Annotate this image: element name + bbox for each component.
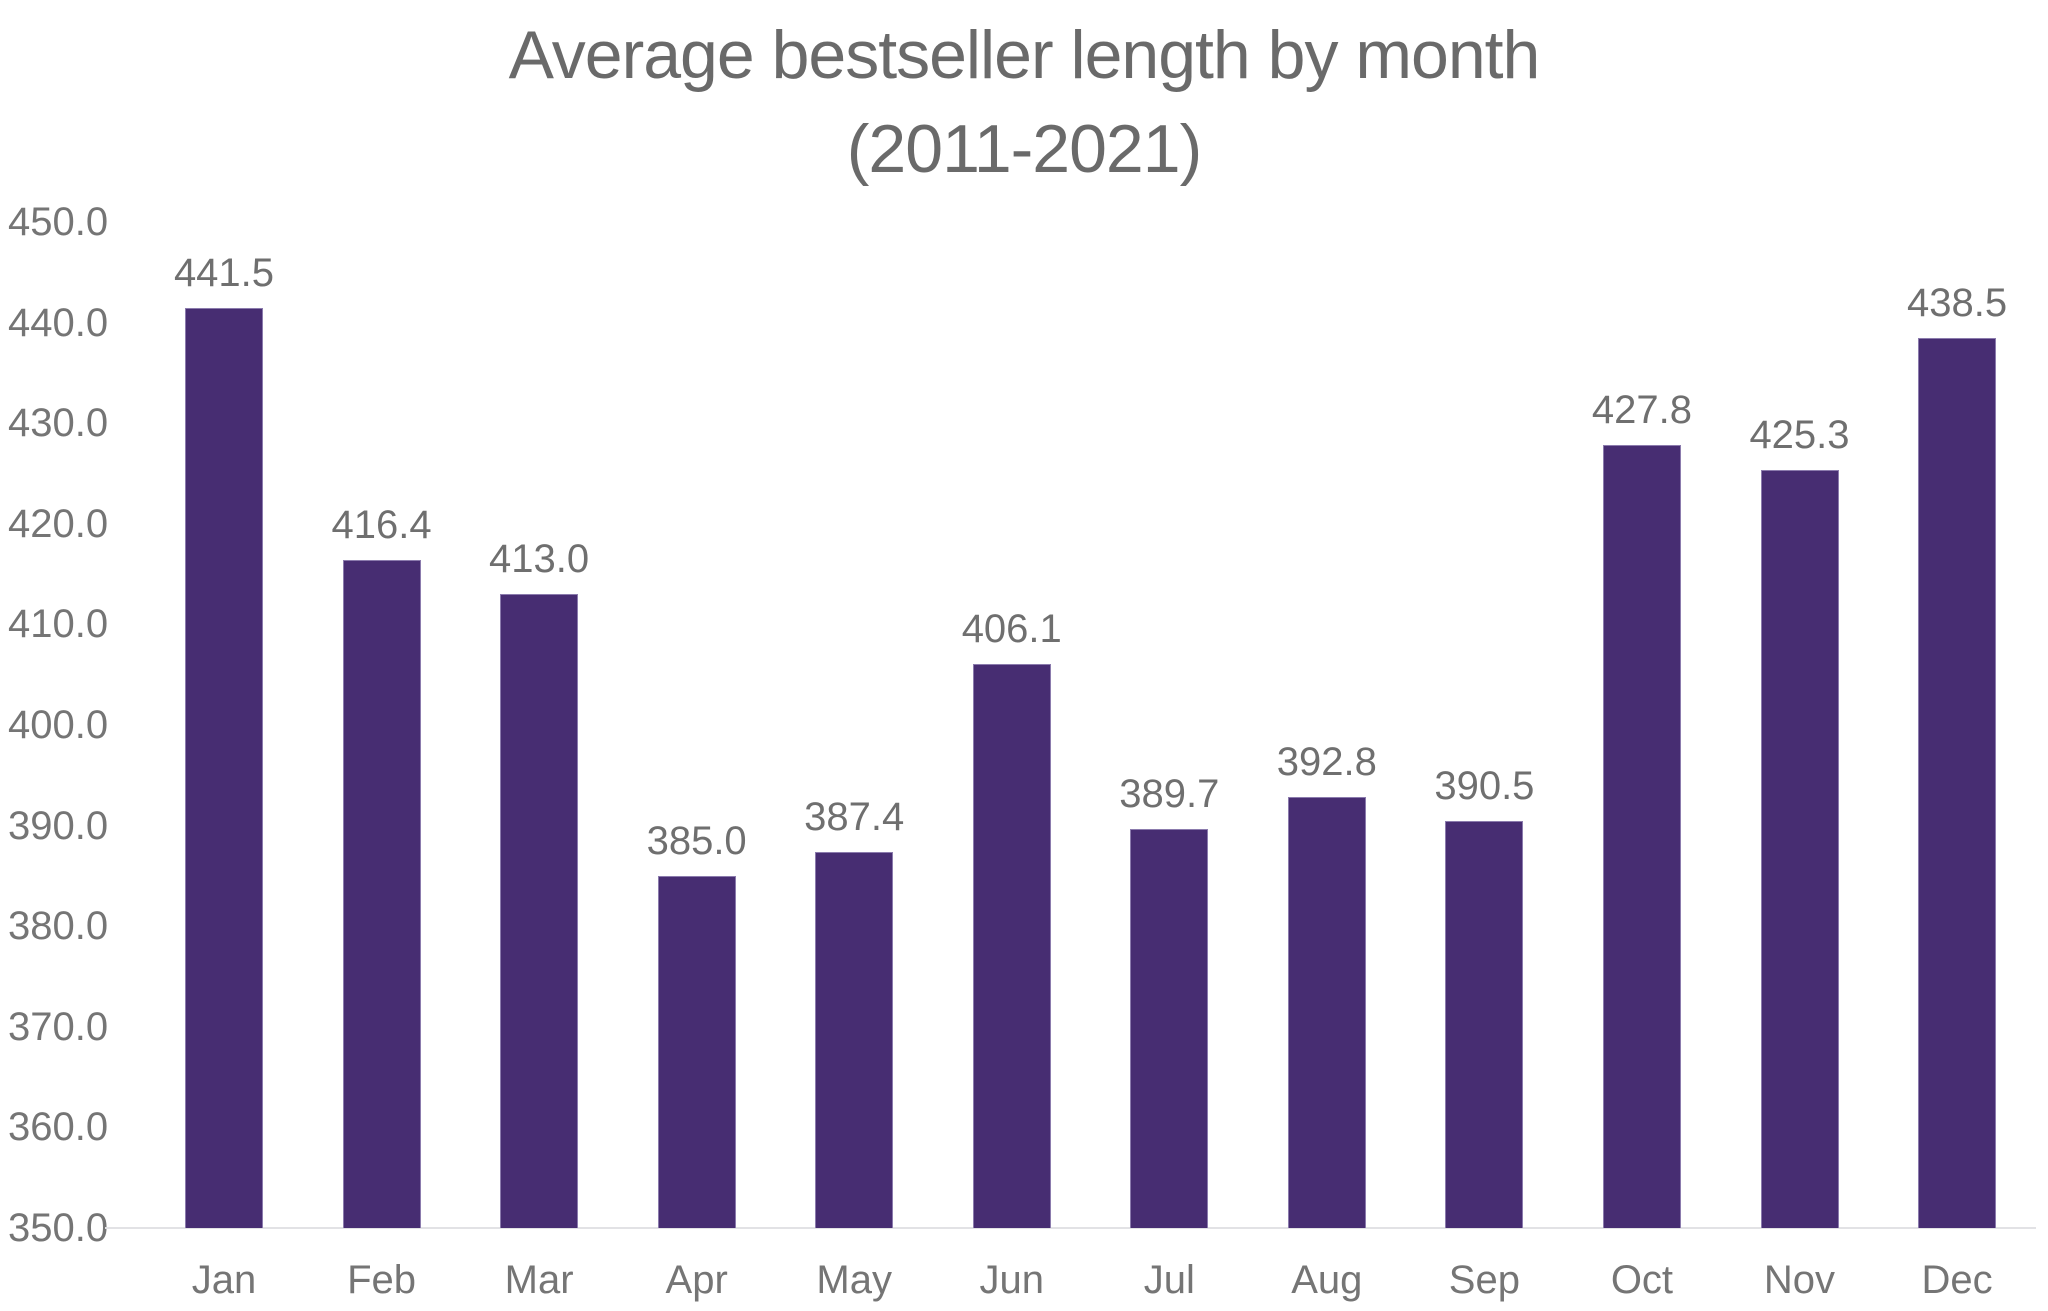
x-tick-label-sep: Sep: [1448, 1258, 1520, 1302]
bar-nov: [1760, 470, 1839, 1228]
bar-jul: [1130, 828, 1209, 1228]
value-label-jan: 441.5: [173, 250, 275, 295]
x-tick-label-feb: Feb: [347, 1258, 417, 1302]
chart-title: Average bestseller length by month: [508, 17, 1541, 93]
value-label-aug: 392.8: [1276, 740, 1377, 785]
bar-jun: [972, 663, 1051, 1228]
y-tick-label-370.0: 370.0: [8, 1004, 109, 1049]
x-tick-label-apr: Apr: [665, 1258, 728, 1302]
bar-oct: [1602, 445, 1681, 1228]
x-tick-label-jun: Jun: [979, 1258, 1045, 1302]
bar-sep: [1445, 820, 1524, 1228]
y-tick-label-430.0: 430.0: [8, 401, 109, 446]
x-tick-label-nov: Nov: [1763, 1258, 1836, 1302]
y-tick-label-440.0: 440.0: [8, 300, 109, 345]
chart-title-block: Average bestseller length by month (2011…: [0, 8, 2048, 196]
y-tick-label-400.0: 400.0: [8, 703, 109, 747]
bar-dec: [1918, 337, 1997, 1228]
bar-apr: [657, 875, 736, 1228]
x-tick-label-may: May: [816, 1258, 892, 1302]
y-tick-label-360.0: 360.0: [8, 1105, 109, 1150]
value-label-sep: 390.5: [1434, 763, 1535, 808]
y-tick-label-380.0: 380.0: [8, 904, 109, 949]
x-tick-label-mar: Mar: [504, 1258, 574, 1302]
y-tick-label-350.0: 350.0: [8, 1206, 109, 1250]
x-tick-label-dec: Dec: [1921, 1258, 1993, 1302]
y-tick-label-420.0: 420.0: [8, 501, 109, 546]
value-label-jun: 406.1: [961, 606, 1062, 651]
value-label-may: 387.4: [804, 794, 905, 839]
bar-feb: [342, 560, 421, 1228]
x-tick-label-oct: Oct: [1610, 1258, 1674, 1302]
y-tick-label-410.0: 410.0: [8, 602, 109, 647]
bar-mar: [500, 594, 579, 1228]
value-label-apr: 385.0: [646, 818, 747, 863]
x-tick-label-jan: Jan: [191, 1258, 257, 1302]
value-label-jul: 389.7: [1119, 771, 1220, 816]
y-tick-label-450.0: 450.0: [8, 200, 109, 244]
x-axis-line: [105, 1227, 2036, 1229]
bar-jan: [185, 307, 263, 1228]
value-label-oct: 427.8: [1591, 388, 1692, 433]
chart-subtitle: (2011-2021): [846, 111, 1202, 187]
y-tick-label-390.0: 390.0: [8, 803, 109, 848]
x-tick-label-jul: Jul: [1143, 1258, 1195, 1302]
x-tick-label-aug: Aug: [1291, 1258, 1363, 1302]
value-label-nov: 425.3: [1749, 413, 1850, 458]
value-label-feb: 416.4: [331, 503, 432, 548]
bar-aug: [1287, 797, 1366, 1228]
value-label-dec: 438.5: [1906, 280, 2008, 325]
value-label-mar: 413.0: [489, 537, 590, 582]
bar-may: [815, 851, 894, 1228]
